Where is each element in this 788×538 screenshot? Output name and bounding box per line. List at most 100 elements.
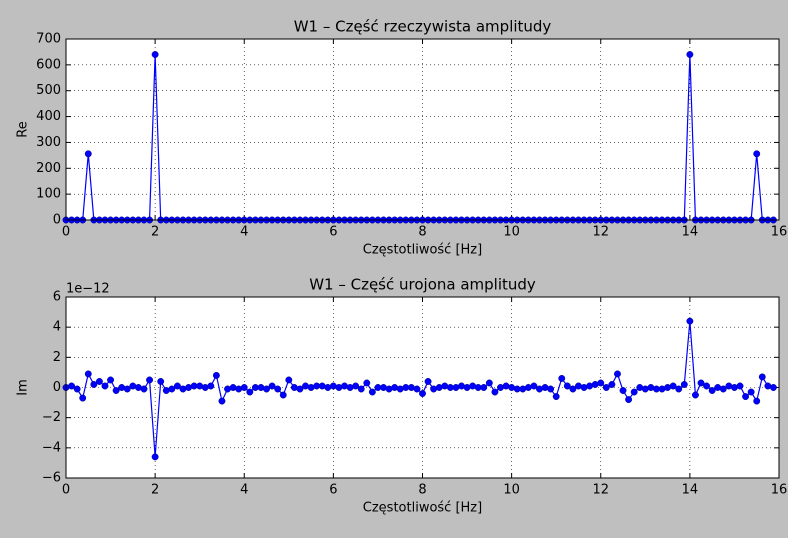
data-point bbox=[274, 385, 282, 393]
data-point bbox=[625, 396, 633, 404]
x-tick-label: 6 bbox=[329, 225, 337, 240]
x-tick-label: 12 bbox=[592, 225, 609, 240]
data-point bbox=[669, 382, 677, 390]
data-point bbox=[530, 382, 538, 390]
x-tick-label: 2 bbox=[151, 483, 159, 498]
x-tick-label: 14 bbox=[682, 225, 699, 240]
data-point bbox=[84, 150, 92, 158]
data-point bbox=[107, 376, 115, 384]
data-point bbox=[95, 378, 103, 385]
data-point bbox=[485, 379, 493, 387]
data-point bbox=[753, 397, 761, 405]
data-point bbox=[703, 382, 711, 390]
data-point bbox=[552, 393, 560, 400]
chart-title: W1 – Część urojona amplitudy bbox=[309, 276, 536, 294]
x-tick-label: 16 bbox=[771, 225, 788, 240]
data-point bbox=[151, 51, 159, 58]
data-point bbox=[207, 382, 215, 390]
x-axis-label: Częstotliwość [Hz] bbox=[363, 243, 482, 258]
data-point bbox=[368, 388, 376, 396]
plot-area bbox=[66, 39, 779, 220]
data-point bbox=[742, 393, 750, 400]
data-point bbox=[558, 375, 566, 382]
data-point bbox=[79, 394, 87, 402]
x-tick-label: 10 bbox=[503, 225, 520, 240]
data-point bbox=[719, 385, 727, 393]
data-point bbox=[614, 370, 621, 378]
data-point bbox=[675, 385, 683, 393]
x-tick-label: 2 bbox=[151, 225, 159, 240]
data-point bbox=[90, 381, 98, 388]
data-point bbox=[68, 382, 76, 390]
data-point bbox=[285, 376, 293, 384]
x-axis-label: Częstotliwość [Hz] bbox=[363, 501, 482, 516]
x-tick-label: 14 bbox=[682, 483, 699, 498]
x-tick-label: 8 bbox=[418, 225, 426, 240]
x-tick-label: 0 bbox=[62, 225, 70, 240]
data-point bbox=[686, 51, 694, 58]
data-point bbox=[769, 384, 777, 391]
x-tick-label: 0 bbox=[62, 483, 70, 498]
y-tick-label: −2 bbox=[42, 410, 61, 425]
data-point bbox=[363, 379, 371, 387]
data-point bbox=[691, 391, 699, 399]
x-tick-label: 12 bbox=[592, 483, 609, 498]
data-point bbox=[240, 384, 248, 391]
data-point bbox=[268, 382, 276, 390]
data-point bbox=[630, 388, 638, 396]
data-point bbox=[413, 385, 421, 393]
data-point bbox=[686, 317, 694, 325]
data-point bbox=[352, 382, 360, 390]
y-tick-label: −6 bbox=[42, 471, 61, 486]
y-axis-label: Im bbox=[16, 379, 31, 396]
data-point bbox=[608, 381, 616, 388]
data-point bbox=[753, 150, 761, 158]
x-tick-label: 10 bbox=[503, 483, 520, 498]
data-point bbox=[747, 388, 755, 396]
x-tick-label: 16 bbox=[771, 483, 788, 498]
y-tick-label: 0 bbox=[53, 380, 61, 395]
data-point bbox=[140, 385, 148, 393]
y-tick-label: 300 bbox=[36, 135, 61, 150]
data-point bbox=[212, 371, 220, 379]
y-tick-label: 100 bbox=[36, 187, 61, 202]
data-point bbox=[697, 379, 705, 387]
data-point bbox=[424, 378, 432, 385]
data-point bbox=[168, 385, 176, 393]
y-tick-label: 0 bbox=[53, 213, 61, 228]
data-point bbox=[157, 378, 165, 385]
y-tick-label: 400 bbox=[36, 109, 61, 124]
data-point bbox=[151, 453, 159, 461]
y-tick-label: −4 bbox=[42, 440, 61, 455]
y-tick-label: 6 bbox=[53, 290, 61, 305]
x-tick-label: 4 bbox=[240, 225, 248, 240]
data-point bbox=[491, 388, 499, 396]
y-axis-label: Re bbox=[16, 121, 31, 137]
data-point bbox=[246, 388, 254, 396]
data-point bbox=[146, 376, 154, 384]
y-offset-label: 1e−12 bbox=[66, 282, 110, 297]
plot-frame bbox=[65, 38, 780, 221]
data-point bbox=[480, 384, 488, 391]
data-point bbox=[173, 382, 181, 390]
data-point bbox=[597, 379, 605, 387]
y-tick-label: 500 bbox=[36, 83, 61, 98]
data-point bbox=[619, 387, 627, 394]
data-point bbox=[758, 373, 766, 381]
data-point bbox=[602, 384, 610, 391]
data-point bbox=[419, 390, 426, 397]
x-tick-label: 6 bbox=[329, 483, 337, 498]
y-tick-label: 700 bbox=[36, 32, 61, 47]
data-point bbox=[279, 391, 287, 399]
y-tick-label: 4 bbox=[53, 320, 61, 335]
y-tick-label: 200 bbox=[36, 161, 61, 176]
data-point bbox=[84, 370, 92, 378]
plot-frame bbox=[65, 296, 780, 479]
data-point bbox=[123, 385, 131, 393]
data-point bbox=[680, 381, 688, 388]
chart-title: W1 – Część rzeczywista amplitudy bbox=[294, 18, 552, 36]
data-point bbox=[73, 385, 81, 393]
x-tick-label: 4 bbox=[240, 483, 248, 498]
data-point bbox=[569, 385, 577, 393]
